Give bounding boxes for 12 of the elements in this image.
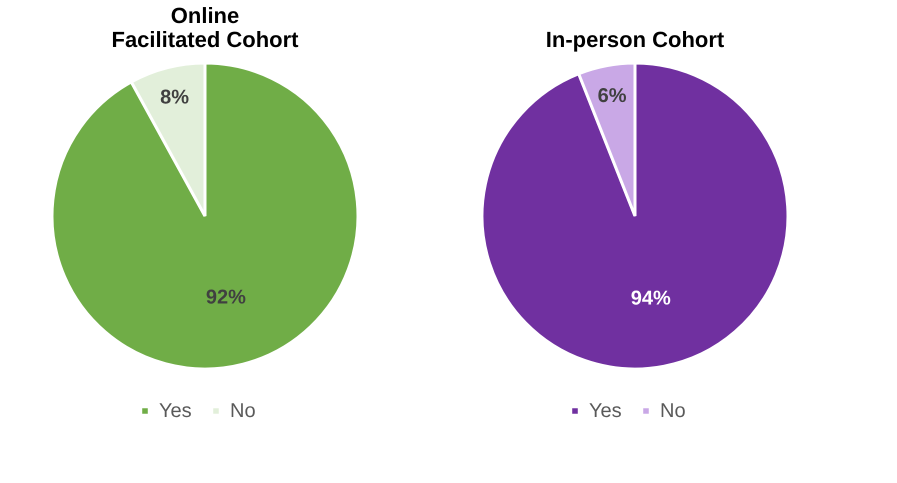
data-label: 94% xyxy=(630,288,671,310)
legend-label: No xyxy=(660,400,686,422)
chart-title: In-person Cohort xyxy=(546,27,725,52)
legend-label: Yes xyxy=(159,400,192,422)
data-label: 8% xyxy=(160,86,190,108)
data-label: 6% xyxy=(598,84,627,107)
pie-slice xyxy=(50,62,360,370)
data-label: 92% xyxy=(206,286,246,309)
chart-title: Online Facilitated Cohort xyxy=(111,3,300,52)
pie-slice xyxy=(480,62,790,370)
legend-label: No xyxy=(230,400,256,422)
legend-label: Yes xyxy=(589,400,622,422)
